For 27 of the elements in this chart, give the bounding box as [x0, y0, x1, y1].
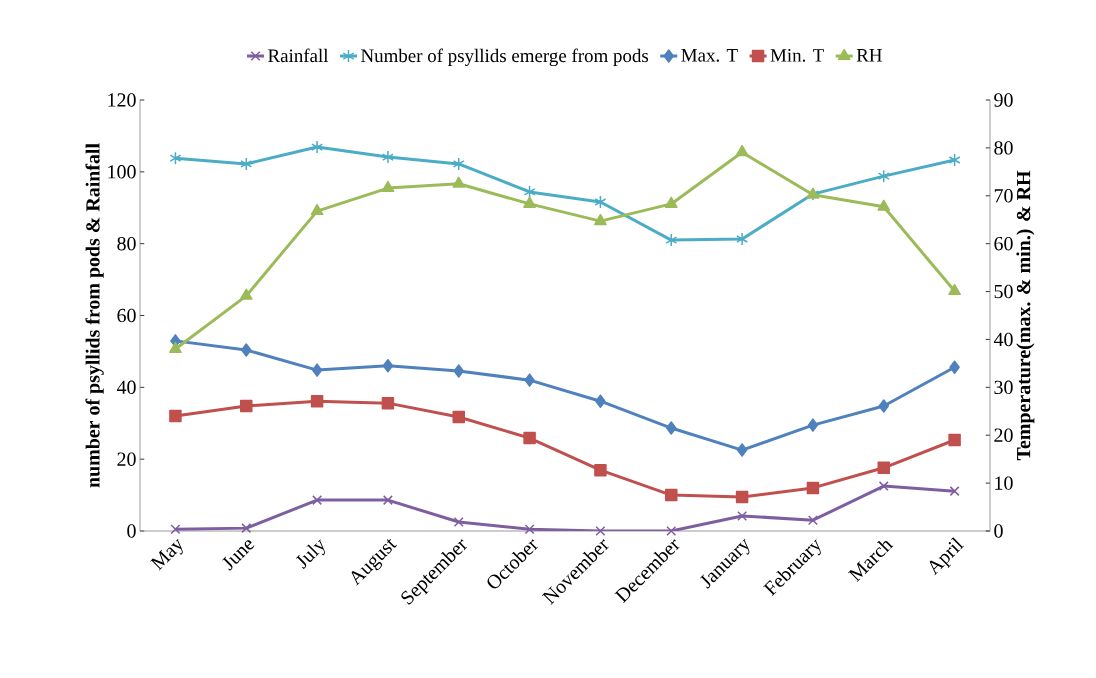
x-tick-label: May — [150, 538, 183, 571]
x-tick-label: June — [222, 540, 255, 571]
y2-tick-label: 50 — [994, 284, 1013, 299]
legend-label: Min. T — [770, 49, 824, 62]
y-tick-label: 100 — [108, 165, 136, 179]
y-tick-label: 40 — [116, 380, 136, 395]
y-tick-label: 80 — [117, 236, 136, 251]
y2-tick-label: 70 — [994, 189, 1013, 203]
legend-label: Max. T — [681, 49, 738, 62]
legend-label: RH — [856, 49, 882, 62]
y2-tick-label: 80 — [994, 141, 1013, 155]
y-axis-title: number of psyllids from pods & Rainfall — [85, 143, 104, 488]
y-tick-label: 120 — [108, 93, 136, 107]
y2-axis-title: Temperature(max. & min.) & RH — [1016, 170, 1035, 461]
y2-tick-label: 90 — [994, 93, 1013, 107]
y2-tick-label: 30 — [994, 380, 1013, 395]
y2-tick-label: 10 — [995, 476, 1013, 490]
y2-tick-label: 20 — [994, 428, 1013, 442]
y-tick-label: 20 — [117, 452, 136, 466]
legend-label: Number of psyllids emerge from pods — [361, 48, 649, 67]
y-tick-label: 0 — [127, 524, 136, 538]
y2-tick-label: 60 — [994, 236, 1013, 251]
y2-tick-label: 40 — [993, 332, 1013, 347]
y2-tick-label: 0 — [994, 524, 1003, 538]
x-tick-label: July — [295, 539, 325, 569]
legend-label: Rainfall — [268, 48, 329, 63]
y-tick-label: 60 — [117, 308, 136, 323]
